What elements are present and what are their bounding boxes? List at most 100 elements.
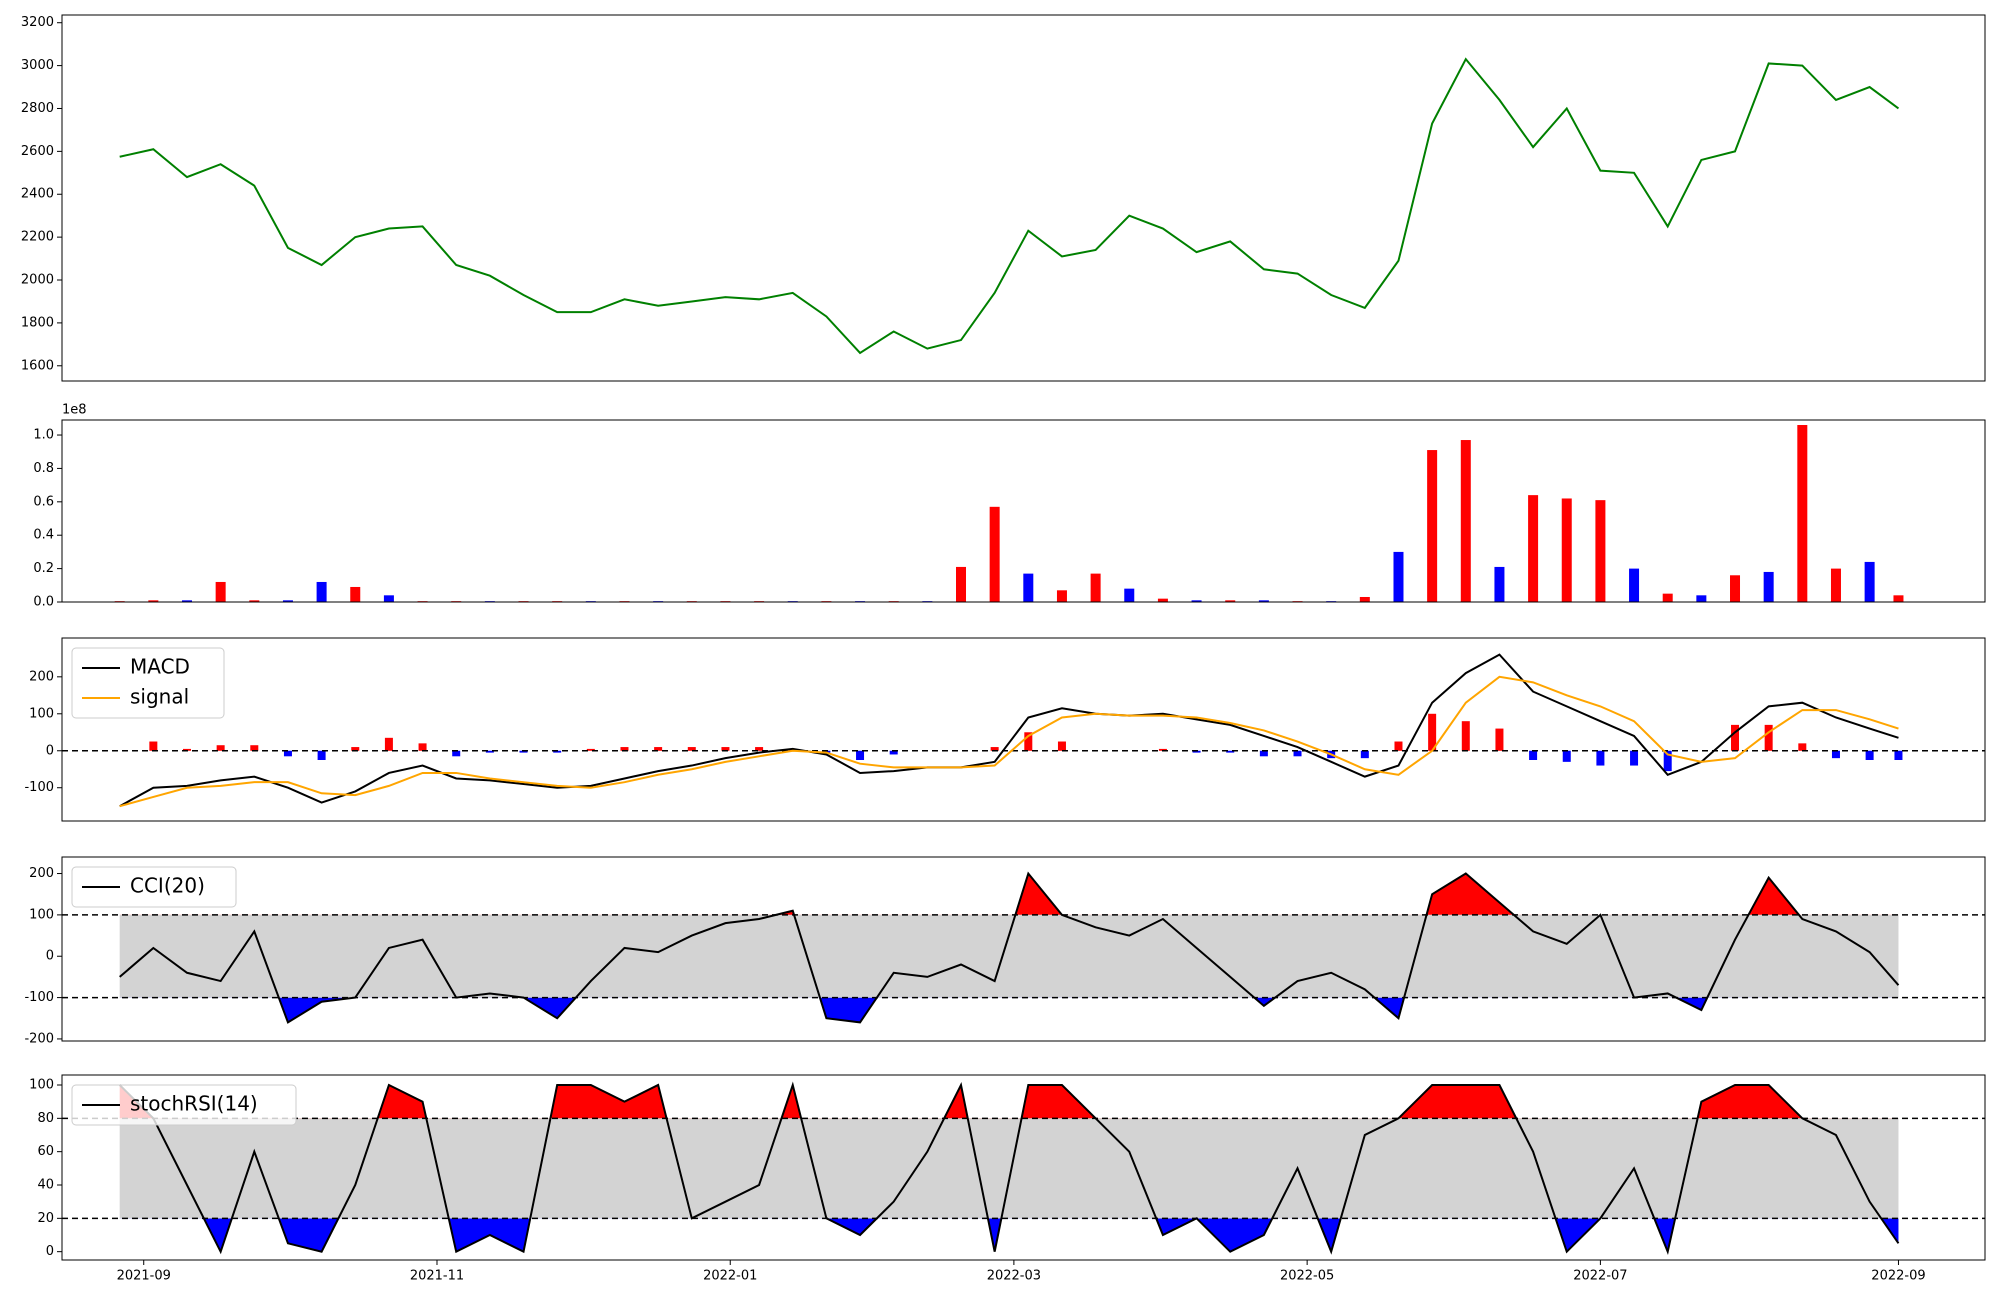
histogram-bar bbox=[283, 750, 292, 757]
y-tick-label: 0 bbox=[46, 1244, 54, 1259]
y-tick-label: 0.4 bbox=[33, 528, 54, 543]
histogram-bar bbox=[519, 750, 528, 753]
histogram-bar bbox=[384, 737, 393, 751]
histogram-bar bbox=[1057, 741, 1066, 751]
y-tick-label: 0.6 bbox=[33, 494, 54, 509]
y-tick-label: 3000 bbox=[21, 58, 54, 73]
bar bbox=[316, 581, 327, 602]
y-tick-label: 100 bbox=[29, 1078, 54, 1093]
bar bbox=[215, 581, 226, 602]
x-tick-label: 2021-11 bbox=[410, 1269, 464, 1284]
histogram-bar bbox=[1293, 750, 1302, 757]
legend-box bbox=[71, 647, 225, 719]
bar bbox=[1561, 498, 1572, 602]
histogram-bar bbox=[1360, 750, 1369, 759]
y-tick-label: 2400 bbox=[21, 187, 54, 202]
y-tick-label: 60 bbox=[37, 1144, 54, 1159]
bar bbox=[1494, 566, 1505, 602]
line bbox=[119, 871, 1900, 1024]
histogram-bar bbox=[856, 750, 865, 760]
bar bbox=[1056, 590, 1067, 602]
y-tick-label: -100 bbox=[24, 780, 54, 795]
bar bbox=[181, 600, 192, 602]
histogram-bar bbox=[1663, 750, 1672, 772]
bar bbox=[956, 566, 967, 602]
bar bbox=[989, 506, 1000, 602]
x-tick-label: 2022-09 bbox=[1871, 1269, 1925, 1284]
histogram-bar bbox=[149, 741, 158, 751]
y-tick-label: 2600 bbox=[21, 144, 54, 159]
y-tick-label: 0 bbox=[46, 949, 54, 964]
x-tick-label: 2022-01 bbox=[703, 1269, 757, 1284]
y-tick-label: 2200 bbox=[21, 230, 54, 245]
y-tick-label: 1800 bbox=[21, 315, 54, 330]
histogram-bar bbox=[1394, 741, 1403, 751]
y-tick-label: 40 bbox=[37, 1178, 54, 1193]
bar bbox=[1864, 561, 1875, 602]
legend: stochRSI(14) bbox=[71, 1084, 297, 1126]
histogram-bar bbox=[1495, 728, 1504, 751]
histogram-bar bbox=[1731, 724, 1740, 751]
bar bbox=[1393, 551, 1404, 602]
bar bbox=[1157, 598, 1168, 602]
bar bbox=[350, 586, 361, 602]
bar bbox=[1595, 500, 1606, 602]
x-tick-label: 2022-05 bbox=[1280, 1269, 1334, 1284]
legend-box bbox=[71, 1084, 297, 1126]
y-tick-label: 1600 bbox=[21, 358, 54, 373]
bar bbox=[1830, 568, 1841, 602]
bar bbox=[1763, 571, 1774, 602]
axes-frame bbox=[61, 1074, 1986, 1261]
y-tick-label: 20 bbox=[37, 1211, 54, 1226]
legend-label: signal bbox=[130, 685, 189, 709]
line bbox=[119, 653, 1899, 808]
histogram-bar bbox=[1865, 750, 1874, 760]
histogram-bar bbox=[250, 745, 259, 751]
line bbox=[119, 57, 1900, 355]
y-tick-label: 2800 bbox=[21, 101, 54, 116]
histogram-bar bbox=[620, 747, 629, 751]
level-band bbox=[119, 1118, 1899, 1219]
bar bbox=[1191, 600, 1202, 602]
histogram-bar bbox=[721, 747, 730, 751]
y-tick-label: -200 bbox=[24, 1031, 54, 1046]
histogram-bar bbox=[485, 750, 494, 753]
histogram-bar bbox=[1259, 750, 1268, 757]
legend-box bbox=[71, 866, 237, 908]
y-tick-label: 3200 bbox=[21, 15, 54, 30]
y-tick-label: 0.8 bbox=[33, 461, 54, 476]
y-tick-label: 100 bbox=[29, 706, 54, 721]
fill-below bbox=[119, 1218, 1899, 1252]
bar bbox=[1225, 600, 1236, 602]
y-tick-label: 80 bbox=[37, 1111, 54, 1126]
offset-text: 1e8 bbox=[62, 403, 87, 418]
y-tick-label: 100 bbox=[29, 907, 54, 922]
histogram-bar bbox=[1461, 721, 1470, 751]
bar bbox=[1730, 575, 1741, 602]
y-tick-label: 200 bbox=[29, 866, 54, 881]
histogram-bar bbox=[586, 748, 595, 751]
histogram-bar bbox=[1596, 750, 1605, 766]
legend: MACD signal bbox=[71, 647, 225, 719]
bar bbox=[1023, 573, 1034, 602]
histogram-bar bbox=[1764, 724, 1773, 751]
fill-above bbox=[119, 873, 1899, 915]
histogram-bar bbox=[1630, 750, 1639, 766]
histogram-bar bbox=[317, 750, 326, 760]
level-band bbox=[119, 914, 1899, 998]
axes-frame bbox=[61, 14, 1986, 382]
histogram-bar bbox=[1831, 750, 1840, 759]
y-tick-label: 2000 bbox=[21, 273, 54, 288]
bar bbox=[1696, 595, 1707, 602]
bar bbox=[1427, 450, 1438, 602]
histogram-bar bbox=[452, 750, 461, 757]
line bbox=[119, 675, 1899, 808]
histogram-bar bbox=[1894, 750, 1903, 760]
x-tick-label: 2022-07 bbox=[1573, 1269, 1627, 1284]
bar bbox=[1662, 593, 1673, 602]
histogram-bar bbox=[687, 747, 696, 751]
bar bbox=[1258, 600, 1269, 602]
axes-frame bbox=[61, 637, 1986, 822]
